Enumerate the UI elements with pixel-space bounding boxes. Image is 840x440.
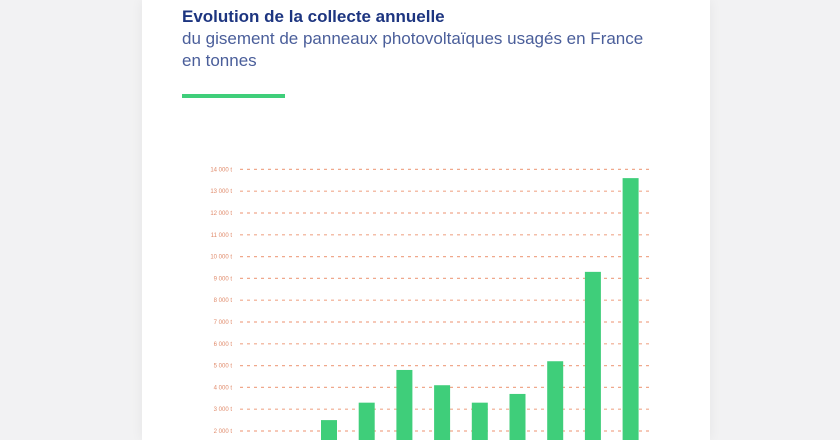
y-tick-label: 2 000 t bbox=[214, 429, 233, 435]
bar bbox=[321, 420, 337, 440]
chart-title: Evolution de la collecte annuelle bbox=[182, 7, 445, 26]
bars bbox=[321, 178, 639, 440]
y-tick-label: 10 000 t bbox=[210, 255, 232, 261]
bar bbox=[358, 402, 375, 440]
bar bbox=[396, 369, 413, 440]
y-axis-ticks: 2 000 t 3 000 t 4 000 t 5 000 t 6 000 t 7 000… bbox=[210, 167, 232, 435]
y-tick-label: 5 000 t bbox=[214, 364, 233, 370]
bar bbox=[584, 271, 601, 440]
y-tick-label: 3 000 t bbox=[214, 407, 233, 413]
chart-card bbox=[142, 0, 710, 440]
bar bbox=[471, 402, 488, 440]
accent-line bbox=[182, 94, 285, 98]
y-tick-label: 4 000 t bbox=[214, 385, 233, 391]
y-tick-label: 13 000 t bbox=[210, 189, 232, 195]
y-tick-label: 12 000 t bbox=[210, 211, 232, 217]
y-tick-label: 6 000 t bbox=[214, 342, 233, 348]
bar bbox=[434, 385, 451, 440]
chart-subtitle: du gisement de panneaux photovoltaïques … bbox=[182, 29, 644, 70]
y-tick-label: 11 000 t bbox=[211, 233, 233, 239]
y-tick-label: 9 000 t bbox=[214, 276, 233, 282]
y-tick-label: 14 000 t bbox=[210, 167, 232, 173]
y-tick-label: 8 000 t bbox=[214, 298, 233, 304]
y-tick-label: 7 000 t bbox=[214, 320, 233, 326]
bar bbox=[622, 178, 639, 440]
bar bbox=[509, 393, 526, 440]
bar bbox=[547, 361, 564, 440]
